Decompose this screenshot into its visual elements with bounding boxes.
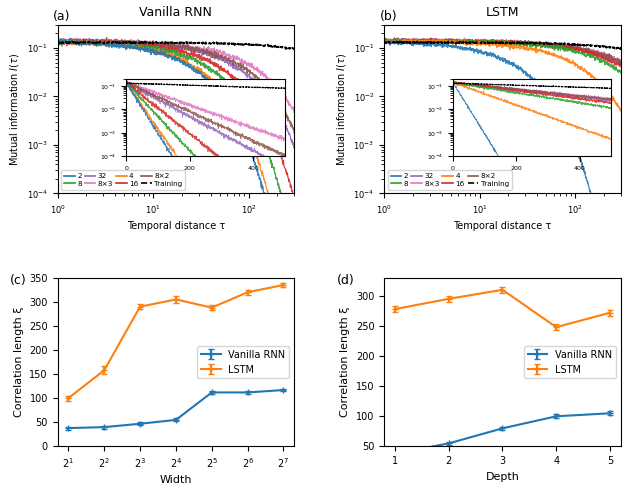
Legend: 2, 8, 32, 8×3, 4, 16, 8×2, Training: 2, 8, 32, 8×3, 4, 16, 8×2, Training	[388, 171, 512, 190]
X-axis label: Temporal distance τ: Temporal distance τ	[127, 221, 225, 231]
Y-axis label: Correlation length ξ: Correlation length ξ	[340, 307, 350, 417]
Legend: Vanilla RNN, LSTM: Vanilla RNN, LSTM	[197, 346, 289, 378]
Y-axis label: Correlation length ξ: Correlation length ξ	[13, 307, 24, 417]
Text: (b): (b)	[380, 10, 397, 23]
Text: (a): (a)	[53, 10, 70, 23]
Title: LSTM: LSTM	[486, 6, 519, 19]
Text: (d): (d)	[337, 274, 355, 287]
Title: Vanilla RNN: Vanilla RNN	[140, 6, 212, 19]
Y-axis label: Mutual information $I(\tau)$: Mutual information $I(\tau)$	[8, 53, 21, 166]
X-axis label: Depth: Depth	[486, 472, 520, 482]
Y-axis label: Mutual information $I(\tau)$: Mutual information $I(\tau)$	[335, 53, 348, 166]
Legend: 2, 8, 32, 8×3, 4, 16, 8×2, Training: 2, 8, 32, 8×3, 4, 16, 8×2, Training	[61, 171, 185, 190]
Legend: Vanilla RNN, LSTM: Vanilla RNN, LSTM	[524, 346, 616, 378]
X-axis label: Width: Width	[159, 476, 192, 486]
Text: (c): (c)	[10, 274, 27, 287]
X-axis label: Temporal distance τ: Temporal distance τ	[453, 221, 552, 231]
